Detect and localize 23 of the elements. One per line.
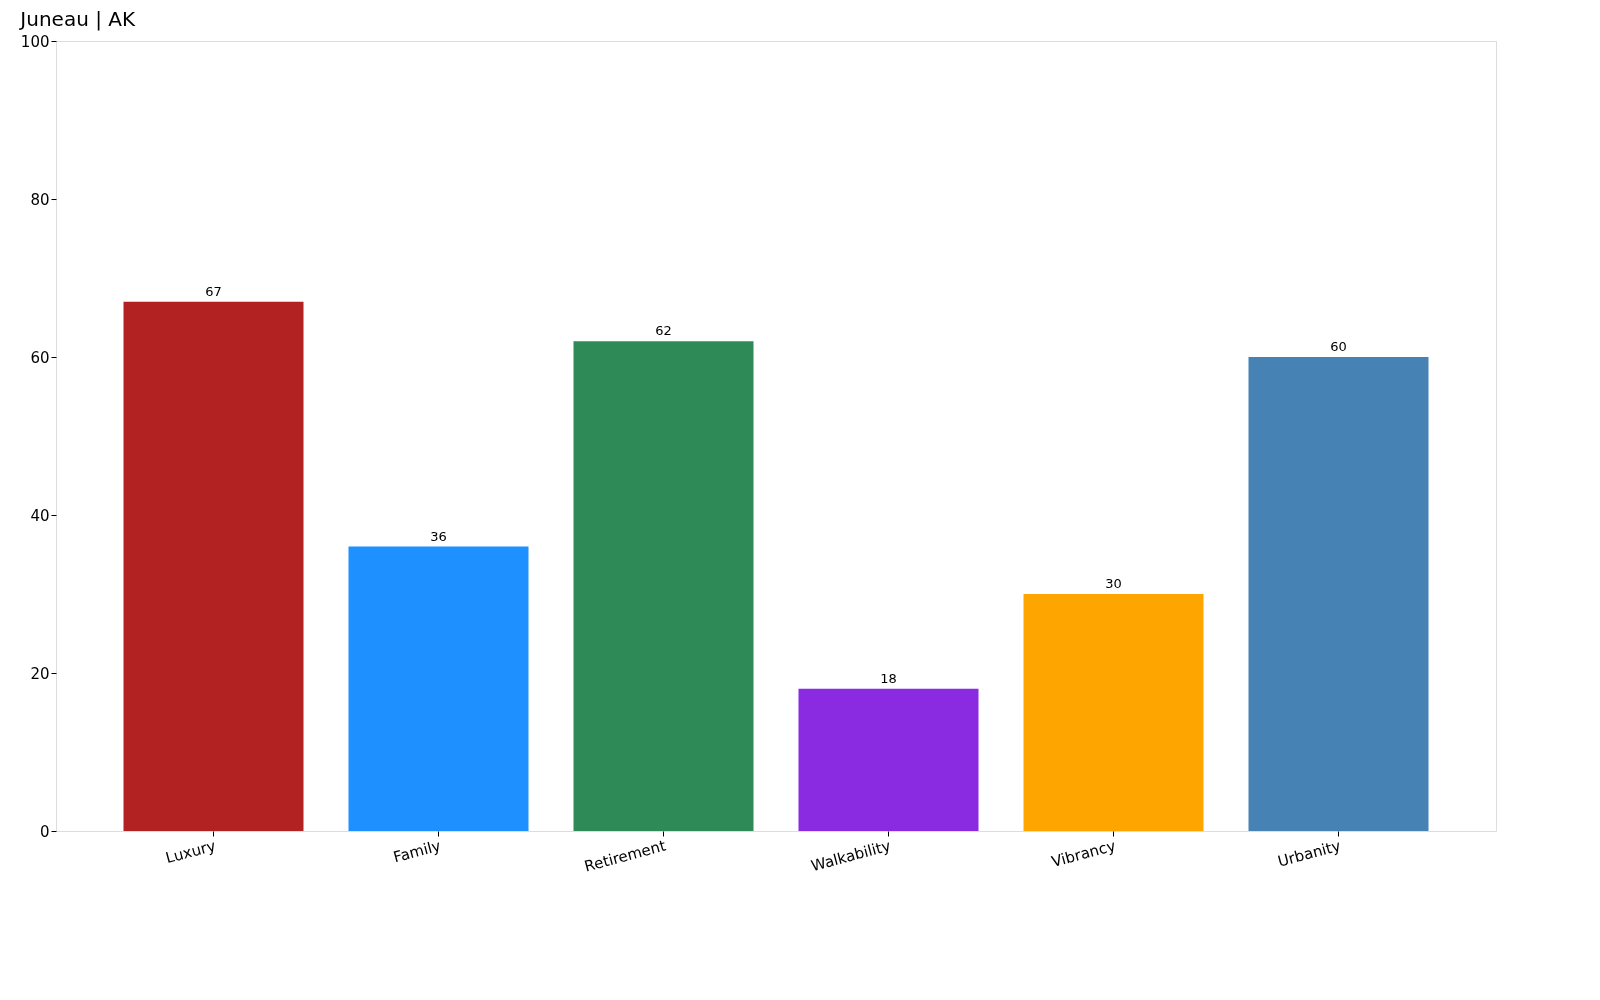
y-tick-label: 80 <box>30 190 50 209</box>
bar <box>573 341 754 831</box>
x-tick-label: Family <box>391 836 443 867</box>
bar <box>348 546 529 831</box>
data-label: 18 <box>880 670 897 686</box>
y-tick-label: 40 <box>30 506 50 525</box>
x-tick-label: Vibrancy <box>1049 836 1118 871</box>
bar <box>1248 357 1429 831</box>
x-tick-label: Urbanity <box>1275 836 1343 871</box>
bar <box>1023 594 1204 831</box>
bar <box>798 688 979 831</box>
data-label: 60 <box>1330 339 1347 354</box>
y-tick-label: 60 <box>30 348 50 367</box>
data-label: 30 <box>1105 576 1122 591</box>
data-label: 67 <box>205 283 222 299</box>
y-tick-label: 0 <box>39 822 50 841</box>
data-label: 36 <box>430 528 447 544</box>
data-label: 62 <box>655 323 672 339</box>
y-tick-label: 100 <box>20 32 50 51</box>
bar <box>123 301 304 831</box>
chart-title: Juneau | AK <box>18 7 136 31</box>
y-tick-label: 20 <box>30 664 50 683</box>
x-tick-label: Luxury <box>163 836 218 868</box>
